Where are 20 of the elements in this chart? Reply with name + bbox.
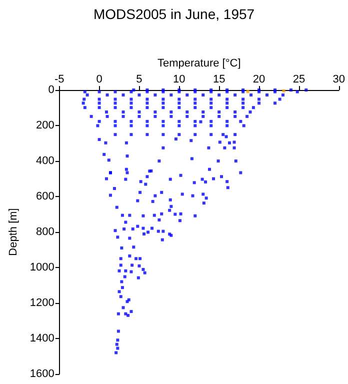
chart-title: MODS2005 in June, 1957 <box>93 6 255 22</box>
y-tick-label: 400 <box>36 155 54 167</box>
y-axis-title: Depth [m] <box>8 208 20 256</box>
y-tick-label: 800 <box>36 226 54 238</box>
x-axis-title: Temperature [°C] <box>157 58 241 70</box>
y-tick-label: 600 <box>36 190 54 202</box>
x-tick-label: 30 <box>332 74 346 86</box>
y-tick-label: 1200 <box>30 297 54 309</box>
x-tick-label: 15 <box>212 74 226 86</box>
x-tick-label: 25 <box>292 74 306 86</box>
y-tick-label: 1000 <box>30 262 54 274</box>
y-tick-label: 200 <box>36 120 54 132</box>
x-tick-label: 5 <box>136 74 142 86</box>
y-tick-label: 1400 <box>30 332 54 344</box>
y-tick-label: 1600 <box>30 368 54 380</box>
x-tick-label: 20 <box>252 74 266 86</box>
x-tick-label: 10 <box>173 74 186 86</box>
x-tick-label: -5 <box>54 74 64 86</box>
x-tick-label: 0 <box>96 74 102 86</box>
y-tick-label: 0 <box>48 84 54 96</box>
